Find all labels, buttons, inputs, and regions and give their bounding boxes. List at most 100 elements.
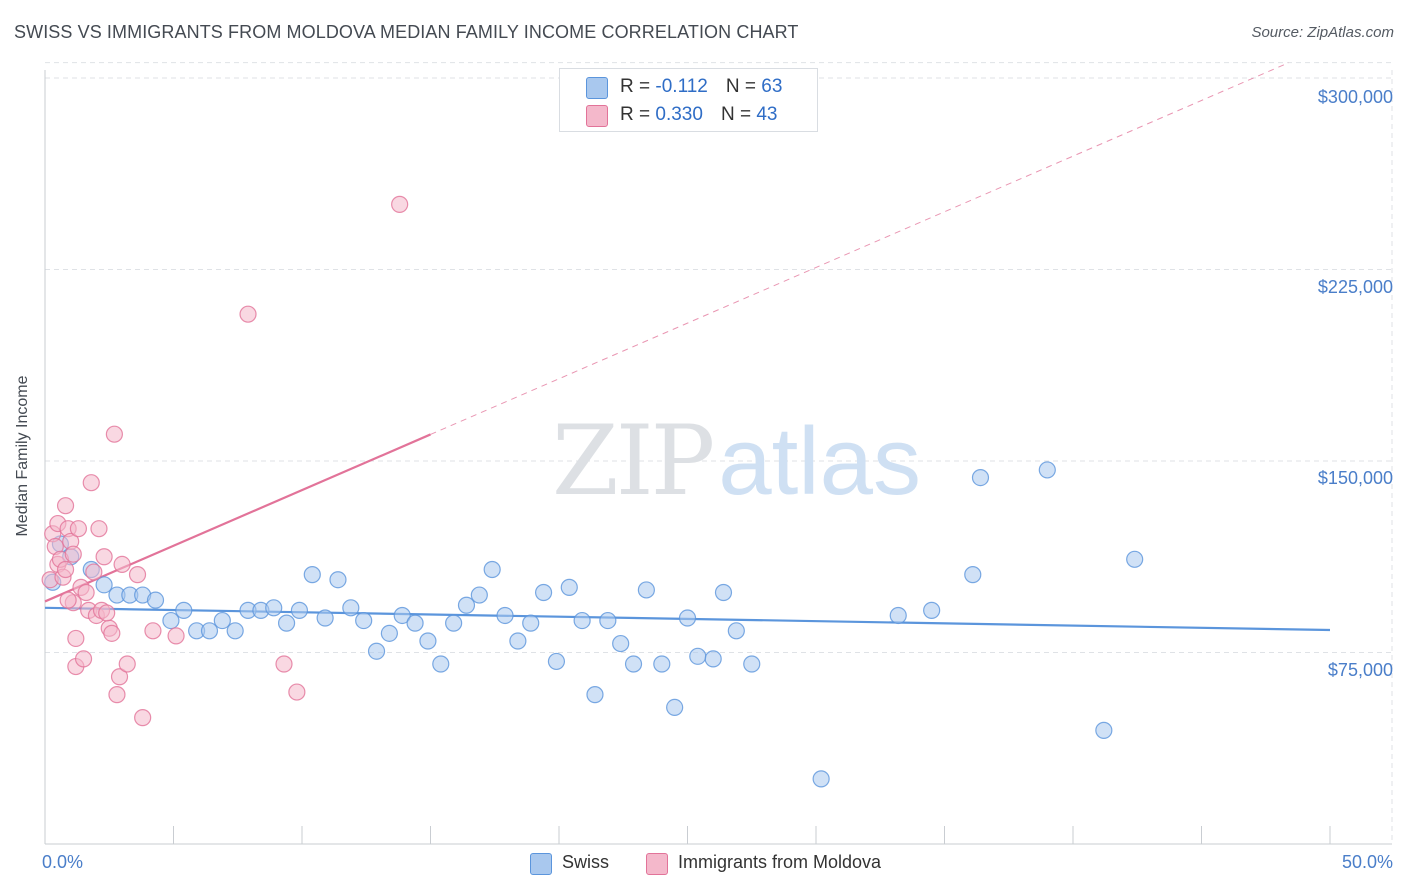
swiss-point (599, 611, 617, 630)
moldova-point (113, 555, 131, 574)
moldova-point (69, 520, 88, 538)
grid-lines (45, 62, 1393, 844)
y-tick-label: $300,000 (1317, 87, 1393, 107)
swiss-point (964, 566, 982, 584)
swiss-point (380, 624, 398, 642)
swiss-point (367, 642, 386, 660)
swiss-point (547, 652, 566, 671)
source-credit: Source: ZipAtlas.com (1251, 24, 1394, 41)
swiss-point (612, 634, 630, 653)
moldova-point (85, 563, 103, 581)
swiss-point (200, 622, 219, 640)
swiss-point (277, 614, 296, 632)
moldova-point (391, 195, 409, 213)
swiss-point (342, 599, 360, 617)
swiss-point (1038, 461, 1056, 479)
swiss-legend-swatch (530, 853, 552, 875)
swiss-point (889, 606, 907, 625)
moldova-swatch (586, 105, 608, 127)
swiss-point (509, 632, 527, 650)
swiss-point (470, 586, 488, 604)
moldova-point (59, 591, 77, 609)
stats-legend: R = -0.112 N = 63 R = 0.330 N = 43 (559, 68, 818, 132)
swiss-swatch (586, 77, 608, 99)
legend-label-moldova: Immigrants from Moldova (678, 852, 882, 872)
swiss-r-value: -0.112 (655, 76, 708, 97)
swiss-point (624, 655, 643, 673)
swiss-point (457, 596, 476, 614)
moldova-point (95, 548, 113, 566)
swiss-point (162, 611, 180, 630)
swiss-point (406, 614, 424, 632)
moldova-point (74, 650, 93, 668)
swiss-point (573, 611, 591, 630)
swiss-n-value: 63 (761, 76, 783, 97)
swiss-point (971, 468, 990, 487)
zipatlas-watermark: ZIPatlas (552, 405, 921, 517)
moldova-point (144, 622, 162, 640)
swiss-point (704, 650, 722, 668)
swiss-point (95, 576, 113, 594)
swiss-point (226, 622, 244, 640)
swiss-point (666, 698, 684, 716)
moldova-point (82, 474, 100, 492)
moldova-r-value: 0.330 (655, 104, 703, 125)
moldova-trend-line (44, 433, 431, 603)
moldova-point (90, 520, 108, 538)
swiss-point (175, 601, 193, 619)
swiss-point (560, 578, 578, 596)
moldova-point (239, 305, 257, 323)
swiss-point (653, 655, 671, 673)
moldova-point (167, 627, 185, 645)
swiss-point (586, 686, 604, 704)
moldova-point (64, 545, 82, 563)
axes (44, 70, 1392, 845)
chart-title: SWISS VS IMMIGRANTS FROM MOLDOVA MEDIAN … (14, 22, 799, 42)
x-tick-label-min: 0.0% (42, 852, 84, 872)
swiss-point (743, 655, 761, 673)
moldova-point (118, 655, 136, 673)
moldova-trend-extension (430, 62, 1289, 435)
swiss-point (637, 581, 655, 599)
moldova-point (108, 686, 126, 704)
moldova-point (275, 655, 293, 673)
moldova-point (288, 683, 306, 701)
y-tick-label: $75,000 (1327, 660, 1393, 680)
moldova-legend-swatch (646, 853, 668, 875)
legend-label-swiss: Swiss (562, 852, 610, 872)
moldova-point (110, 668, 129, 686)
moldova-point (67, 629, 85, 648)
swiss-point (329, 571, 347, 589)
moldova-point (56, 560, 75, 579)
swiss-point (213, 611, 231, 630)
moldova-point (103, 624, 121, 642)
swiss-point (483, 560, 501, 579)
swiss-point (496, 606, 514, 625)
moldova-point (105, 425, 123, 443)
moldova-n-value: 43 (756, 104, 778, 125)
x-tick-label-max: 50.0% (1341, 852, 1393, 872)
swiss-point (355, 611, 373, 630)
y-tick-label: $150,000 (1317, 468, 1393, 488)
swiss-point (432, 655, 450, 673)
swiss-point (678, 609, 697, 627)
swiss-point (714, 583, 733, 602)
moldova-point (77, 583, 95, 602)
moldova-point (134, 709, 152, 727)
moldova-point (128, 566, 147, 584)
y-axis-label: Median Family Income (14, 375, 31, 537)
swiss-point (146, 591, 165, 609)
moldova-point (56, 497, 75, 515)
swiss-point (393, 606, 411, 625)
swiss-point (534, 583, 553, 602)
swiss-point (923, 601, 941, 619)
swiss-point (419, 632, 437, 650)
swiss-point (303, 566, 321, 584)
swiss-point (290, 601, 309, 619)
data-points (41, 195, 1144, 788)
swiss-point (1095, 721, 1113, 739)
swiss-point (1126, 550, 1144, 568)
swiss-point (727, 622, 745, 640)
swiss-point (812, 770, 830, 788)
